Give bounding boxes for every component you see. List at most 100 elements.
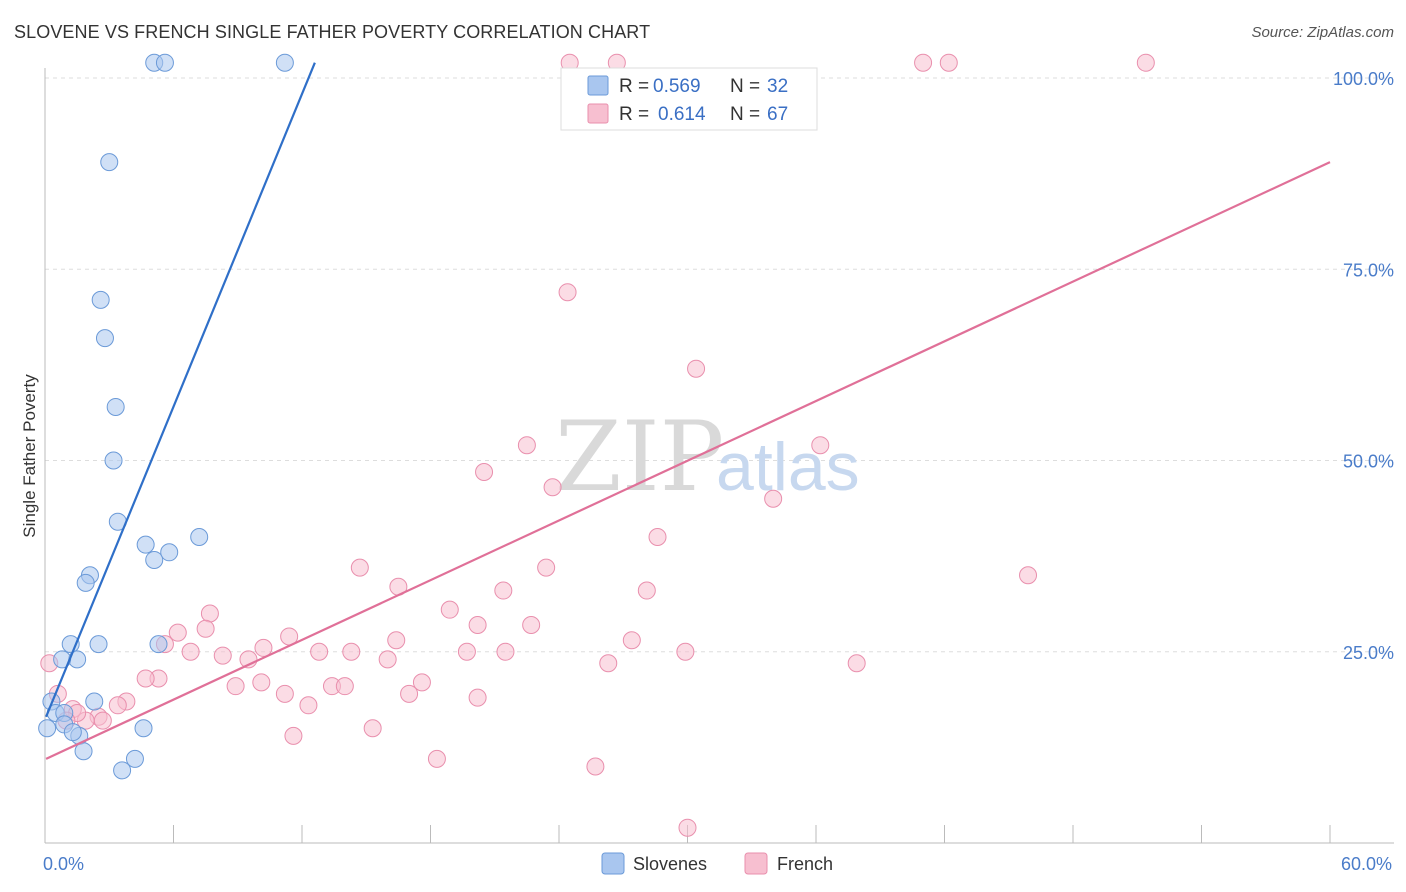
legend-r-label-french: R = [619,104,649,125]
point-french [378,650,397,669]
legend-r-value-slovenes: 0.569 [653,76,701,97]
watermark-atlas: atlas [716,429,860,505]
y-axis-label: Single Father Poverty [20,374,39,538]
point-french [181,642,200,661]
watermark-zip: ZIP [555,401,724,513]
point-slovenes [136,535,155,554]
point-french [350,558,369,577]
point-french [811,436,830,455]
point-french [387,631,406,650]
point-french [310,642,329,661]
point-french [468,615,487,634]
point-slovenes [38,719,57,738]
trend-layer [45,62,1331,760]
legend-n-label-slovenes: N = [730,76,760,97]
point-slovenes [76,573,95,592]
point-slovenes [91,290,110,309]
watermark: ZIP atlas [555,401,860,513]
point-french [558,283,577,302]
point-french [687,359,706,378]
point-french [226,677,245,696]
point-french [196,619,215,638]
point-slovenes [134,719,153,738]
y-tick-label: 25.0% [1343,643,1394,663]
point-french [494,581,513,600]
trend-line-slovenes [45,62,316,718]
point-slovenes [106,397,125,416]
point-slovenes [89,635,108,654]
point-french [1019,566,1038,585]
point-french [475,462,494,481]
x-tick-label-start: 0.0% [43,854,84,874]
point-slovenes [190,528,209,546]
series-legend: Slovenes French [601,852,833,875]
point-french [586,757,605,776]
point-slovenes [155,53,174,72]
point-slovenes [95,329,114,348]
point-slovenes [113,761,132,780]
y-tick-label: 50.0% [1343,452,1394,472]
legend-swatch-slovenes [587,75,609,96]
point-french [537,558,556,577]
trend-line-french [45,161,1331,760]
point-slovenes [100,153,119,172]
series-legend-label-french: French [777,854,833,874]
point-slovenes [160,543,179,562]
point-french [400,684,419,703]
point-french [1136,53,1155,72]
axes-layer [44,68,1394,844]
point-french [200,604,219,623]
point-french [108,696,127,715]
point-french [678,818,697,837]
point-french [299,696,318,715]
point-french [847,654,866,673]
point-french [637,581,656,600]
series-legend-label-slovenes: Slovenes [633,854,707,874]
point-french [412,673,431,692]
point-french [599,654,618,673]
grid-layer [45,77,1394,653]
point-slovenes [149,635,168,654]
chart-source: Source: ZipAtlas.com [1251,24,1394,41]
point-slovenes [104,451,123,470]
point-french [914,53,933,72]
point-french [440,600,459,619]
y-tick-label: 75.0% [1343,260,1394,280]
point-slovenes [74,742,93,761]
point-french [457,642,476,661]
point-french [136,669,155,688]
point-french [764,489,783,508]
series-legend-swatch-slovenes [601,852,625,875]
point-french [93,711,112,730]
point-french [468,688,487,707]
point-french [622,631,641,650]
point-french [363,719,382,738]
legend-n-value-slovenes: 32 [767,76,788,97]
point-french [648,528,667,546]
legend-r-label-slovenes: R = [619,76,649,97]
legend-n-value-french: 67 [767,104,788,125]
point-french [342,642,361,661]
point-french [517,436,536,455]
point-slovenes [145,550,164,569]
legend-swatch-french [587,103,609,124]
point-french [676,642,695,661]
point-french [427,749,446,768]
point-french [335,677,354,696]
point-french [275,684,294,703]
point-french [522,615,541,634]
point-slovenes [85,692,104,711]
series-legend-swatch-french [744,852,768,875]
point-french [254,638,273,657]
point-french [252,673,271,692]
point-slovenes [275,53,294,72]
correlation-legend: R = 0.569 N = 32 R = 0.614 N = 67 [560,67,818,131]
point-french [939,53,958,72]
point-slovenes [63,723,82,742]
x-tick-label-end: 60.0% [1341,854,1392,874]
point-french [213,646,232,665]
point-french [543,478,562,497]
point-slovenes [125,749,144,768]
legend-r-value-french: 0.614 [658,104,706,125]
